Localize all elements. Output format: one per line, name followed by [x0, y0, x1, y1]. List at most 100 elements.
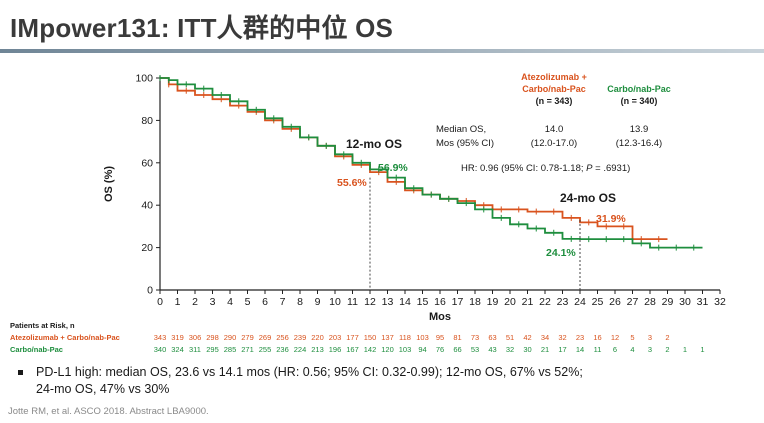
atezo-median-ci: (12.0-17.0): [531, 138, 577, 149]
risk-cell-atezo: 51: [505, 333, 515, 342]
risk-cell-atezo: 103: [416, 333, 429, 342]
risk-cell-carbo: 66: [453, 345, 462, 354]
risk-cell-carbo: 340: [153, 345, 167, 354]
x-tick-label: 22: [539, 296, 551, 308]
x-tick-label: 31: [697, 296, 709, 308]
risk-row-carbo: 340 324 311 295 285 271 255 236 224 213 196 167 142 1…: [0, 345, 764, 356]
risk-cell-atezo: 290: [223, 333, 237, 342]
x-tick-label: 16: [434, 296, 446, 308]
km-curve-carbo: [160, 77, 703, 249]
risk-cell-atezo: 73: [470, 333, 480, 342]
x-tick-label: 3: [210, 296, 216, 308]
risk-cell-carbo: 285: [223, 345, 237, 354]
risk-cell-atezo: 220: [311, 333, 324, 342]
bullet-text-line-2: 24-mo OS, 47% vs 30%: [36, 382, 170, 396]
risk-cell-atezo: 306: [188, 333, 202, 342]
risk-cell-carbo: 311: [189, 345, 201, 354]
y-tick-label: 0: [147, 285, 153, 297]
legend-atezo-line1: Atezolizumab +: [521, 72, 587, 82]
risk-row-label-carbo: Carbo/nab-Pac: [10, 345, 63, 354]
x-tick-label: 19: [487, 296, 499, 308]
risk-cell-atezo: 63: [488, 333, 497, 342]
risk-cell-atezo: 95: [435, 333, 445, 342]
risk-cell-carbo: 213: [311, 345, 324, 354]
risk-cell-carbo: 11: [593, 345, 602, 354]
risk-cell-atezo: 279: [241, 333, 254, 342]
risk-cell-carbo: 53: [470, 345, 480, 354]
risk-cell-carbo: 142: [363, 345, 377, 354]
mo24-carbo-value: 24.1%: [546, 247, 576, 259]
risk-cell-atezo: 269: [258, 333, 272, 342]
y-tick-label: 60: [141, 157, 153, 169]
y-tick-label: 20: [141, 242, 153, 254]
title-divider: [0, 49, 764, 53]
legend-atezo-line2: Carbo/nab-Pac: [522, 84, 586, 94]
risk-cell-carbo: 224: [293, 345, 307, 354]
x-tick-label: 17: [452, 296, 464, 308]
risk-cell-atezo: 343: [153, 333, 167, 342]
risk-cell-atezo: 118: [399, 333, 411, 342]
x-tick-label: 14: [399, 296, 411, 308]
x-tick-label: 7: [280, 296, 286, 308]
x-tick-label: 27: [627, 296, 639, 308]
risk-cell-carbo: 2: [665, 345, 670, 354]
risk-cell-atezo: 34: [540, 333, 550, 342]
risk-cell-atezo: 12: [610, 333, 620, 342]
risk-cell-carbo: 4: [630, 345, 635, 354]
x-tick-label: 1: [175, 296, 181, 308]
carbo-median-value: 13.9: [630, 124, 649, 135]
risk-row-atezo: 343 319 306 298 290 279 269 256 239 220 203 177 150 1…: [0, 333, 764, 344]
x-tick-label: 13: [382, 296, 394, 308]
mo24-label: 24-mo OS: [560, 191, 616, 205]
km-survival-chart: 0 1 2 3 4 5 6 7 8 9 10 11 12 13 14 15 16 17 18 19 20 21 22 23 24…: [103, 72, 726, 323]
x-tick-label: 2: [192, 296, 198, 308]
risk-cell-carbo: 17: [558, 345, 567, 354]
x-tick-label: 20: [504, 296, 516, 308]
risk-cell-carbo: 167: [346, 345, 359, 354]
risk-cell-atezo: 2: [665, 333, 670, 342]
x-tick-label: 10: [329, 296, 341, 308]
risk-cell-carbo: 196: [328, 345, 342, 354]
bullet-marker: [18, 370, 23, 375]
risk-cell-carbo: 21: [540, 345, 550, 354]
bullet-text-line-1: PD-L1 high: median OS, 23.6 vs 14.1 mos …: [36, 365, 583, 379]
mo12-carbo-value: 56.9%: [378, 162, 408, 174]
x-tick-label: 29: [662, 296, 674, 308]
x-tick-label: 23: [557, 296, 569, 308]
risk-table-header: Patients at Risk, n: [10, 321, 75, 330]
legend-carbo-line1: Carbo/nab-Pac: [607, 84, 671, 94]
risk-cell-carbo: 103: [398, 345, 412, 354]
mo12-label: 12-mo OS: [346, 137, 402, 151]
risk-cell-atezo: 42: [523, 333, 532, 342]
risk-cell-carbo: 324: [171, 345, 184, 354]
risk-cell-atezo: 32: [558, 333, 567, 342]
median-label-line1: Median OS,: [436, 124, 486, 135]
x-tick-label: 26: [609, 296, 621, 308]
x-tick-label: 8: [297, 296, 303, 308]
y-tick-label: 100: [135, 73, 153, 85]
x-tick-label: 32: [714, 296, 726, 308]
risk-cell-atezo: 256: [276, 333, 289, 342]
hazard-ratio-text: HR: 0.96 (95% CI: 0.78-1.18; P = .6931): [461, 163, 630, 174]
mo24-atezo-value: 31.9%: [596, 213, 626, 225]
risk-cell-carbo: 76: [435, 345, 445, 354]
risk-cell-carbo: 255: [258, 345, 272, 354]
x-tick-label: 9: [315, 296, 321, 308]
x-tick-label: 24: [574, 296, 586, 308]
legend-atezo-n: (n = 343): [536, 96, 573, 106]
risk-row-label-atezo: Atezolizumab + Carbo/nab-Pac: [10, 333, 120, 342]
x-tick-label: 25: [592, 296, 604, 308]
y-tick-label: 80: [141, 115, 153, 127]
risk-cell-carbo: 3: [647, 345, 653, 354]
x-tick-label: 15: [417, 296, 429, 308]
risk-cell-atezo: 298: [206, 333, 219, 342]
x-tick-label: 18: [469, 296, 481, 308]
x-tick-label: 30: [679, 296, 691, 308]
risk-cell-atezo: 203: [328, 333, 342, 342]
carbo-median-ci: (12.3-16.4): [616, 138, 662, 149]
x-axis-label: Mos: [429, 311, 451, 323]
risk-cell-carbo: 6: [612, 345, 618, 354]
x-tick-label: 5: [245, 296, 251, 308]
y-axis-label: OS (%): [103, 166, 115, 202]
x-tick-label: 28: [644, 296, 656, 308]
